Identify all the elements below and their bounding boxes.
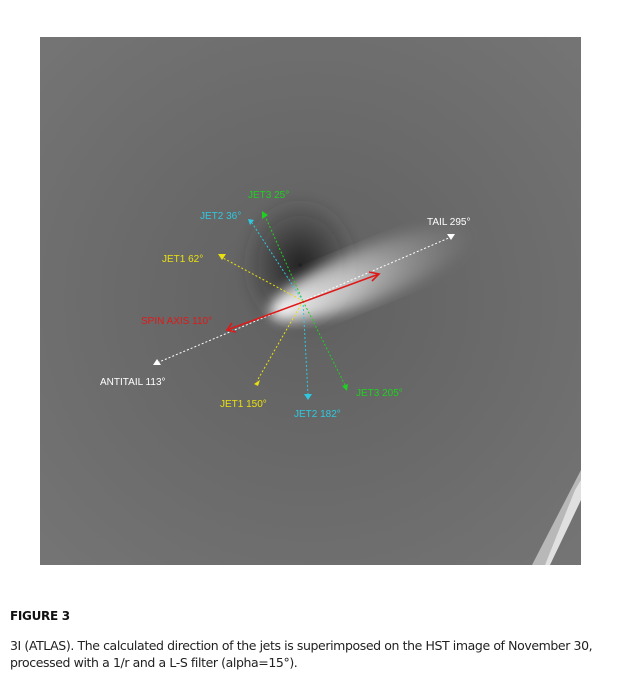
figure-caption: 3I (ATLAS). The calculated direction of … — [10, 638, 593, 670]
jet2-36-line — [251, 222, 304, 302]
label-jet3-25: JET3 25° — [248, 190, 289, 201]
label-jet1-150: JET1 150° — [220, 399, 267, 410]
jet1-62-line — [222, 257, 304, 302]
label-jet3-205: JET3 205° — [356, 388, 403, 399]
hst-comet-image: JET3 25° JET2 36° JET1 62° TAIL 295° SPI… — [40, 37, 581, 565]
arrowheads — [153, 211, 455, 400]
bright-wedge — [532, 470, 581, 565]
label-jet1-62: JET1 62° — [162, 254, 203, 265]
label-jet2-36: JET2 36° — [200, 211, 241, 222]
tail-line — [302, 236, 452, 302]
label-antitail: ANTITAIL 113° — [100, 377, 166, 388]
jet1-150-line — [256, 300, 304, 382]
jet3-25-line — [264, 215, 304, 302]
label-tail: TAIL 295° — [427, 217, 470, 228]
figure-title: FIGURE 3 — [10, 609, 70, 623]
label-spin-axis: SPIN AXIS 110° — [141, 316, 212, 327]
label-jet2-182: JET2 182° — [294, 409, 341, 420]
spin-axis-arrow — [225, 271, 381, 333]
